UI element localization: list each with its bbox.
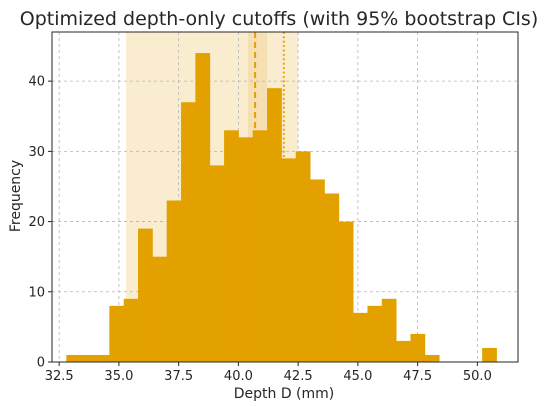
histogram-bar-22 xyxy=(381,298,397,362)
y-tick-label-3: 30 xyxy=(28,145,45,160)
chart-title: Optimized depth-only cutoffs (with 95% b… xyxy=(20,8,539,30)
histogram-bar-16 xyxy=(295,151,311,362)
y-tick-label-1: 10 xyxy=(28,285,45,300)
y-tick-label-2: 20 xyxy=(28,215,45,230)
histogram-bar-15 xyxy=(281,158,297,362)
x-tick-label-3: 40.0 xyxy=(224,369,253,384)
cutoff-lines xyxy=(254,32,285,362)
histogram-bar-13 xyxy=(252,130,268,362)
histogram-bar-20 xyxy=(353,312,368,362)
histogram-bar-23 xyxy=(396,340,411,362)
histogram-bar-4 xyxy=(123,298,139,362)
plot-frame xyxy=(51,31,519,363)
histogram-bar-17 xyxy=(310,179,325,362)
histogram-bar-9 xyxy=(195,53,211,362)
histogram-bar-12 xyxy=(238,137,254,362)
histogram-bar-21 xyxy=(367,305,383,362)
histogram-bar-7 xyxy=(166,200,182,362)
y-tick-label-4: 40 xyxy=(28,75,45,90)
x-axis-label: Depth D (mm) xyxy=(234,386,335,402)
histogram-bar-1 xyxy=(80,354,96,362)
histogram-bar-10 xyxy=(209,165,225,362)
histogram-bar-24 xyxy=(410,333,426,362)
histogram-bars xyxy=(66,53,497,362)
x-tick-label-6: 47.5 xyxy=(403,369,432,384)
x-tick-label-1: 35.0 xyxy=(104,369,133,384)
x-tick-label-2: 37.5 xyxy=(164,369,193,384)
histogram-bar-5 xyxy=(138,228,153,362)
histogram-bar-14 xyxy=(267,88,282,362)
histogram-bar-11 xyxy=(224,130,239,362)
histogram-bar-18 xyxy=(324,193,340,362)
gridlines xyxy=(52,32,518,363)
y-axis-label: Frequency xyxy=(8,160,24,232)
histogram-bar-8 xyxy=(181,102,196,362)
axes xyxy=(48,31,519,366)
x-tick-label-4: 42.5 xyxy=(284,369,313,384)
y-tick-label-0: 0 xyxy=(37,356,45,371)
tick-labels: 32.5 35.0 37.5 40.0 42.5 45.0 47.5 50.0 0 10 20 30 4… xyxy=(28,75,491,384)
x-tick-label-0: 32.5 xyxy=(45,369,74,384)
x-tick-label-7: 50.0 xyxy=(463,369,492,384)
histogram-bar-3 xyxy=(109,305,125,362)
histogram-bar-19 xyxy=(338,221,354,362)
x-tick-label-5: 45.0 xyxy=(343,369,372,384)
histogram-bar-29 xyxy=(482,347,497,362)
histogram-bar-25 xyxy=(424,354,440,362)
histogram-bar-2 xyxy=(95,354,110,362)
histogram-bar-6 xyxy=(152,256,168,362)
histogram-bar-0 xyxy=(66,354,82,362)
